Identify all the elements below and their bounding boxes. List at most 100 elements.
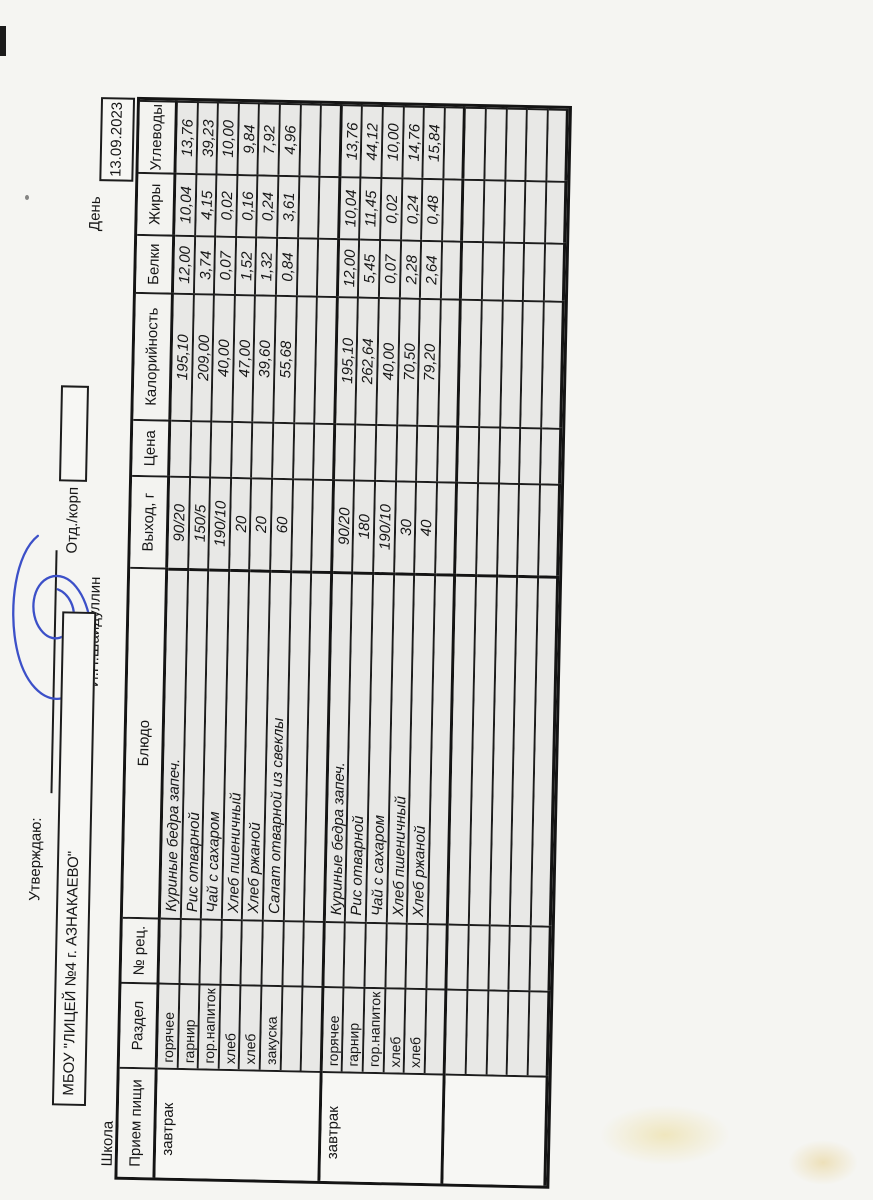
calories-cell [541, 300, 566, 428]
calories-cell [294, 295, 319, 423]
carbs-cell: 9,84 [238, 101, 261, 175]
section-cell: гарнир [343, 986, 366, 1072]
calories-cell: 39,60 [253, 294, 277, 422]
fat-cell: 3,61 [278, 174, 301, 238]
section-cell [301, 985, 325, 1071]
column-header: Выход, г [130, 474, 171, 568]
recipe-no-cell [447, 923, 470, 989]
price-cell [520, 426, 542, 484]
price-cell [273, 421, 295, 479]
carbs-cell [547, 108, 570, 181]
meal-cell: завтрак [155, 1067, 323, 1181]
calories-cell [500, 299, 524, 427]
calories-cell [438, 298, 463, 426]
output-cell: 20 [250, 477, 274, 570]
fat-cell: 0,16 [236, 173, 259, 237]
output-cell: 60 [271, 477, 294, 571]
fat-cell [298, 175, 321, 238]
carbs-cell [526, 108, 549, 181]
carbs-cell: 13,76 [341, 104, 364, 177]
recipe-no-cell [159, 917, 182, 983]
recipe-no-cell [303, 920, 326, 986]
calories-cell [459, 298, 483, 427]
price-cell [437, 425, 460, 482]
fat-cell: 0,24 [401, 177, 424, 240]
output-cell [518, 482, 541, 576]
carbs-cell: 15,84 [423, 105, 446, 179]
protein-cell [482, 241, 505, 300]
price-cell [458, 425, 481, 483]
carbs-cell [485, 107, 508, 180]
output-cell: 20 [229, 476, 253, 570]
recipe-no-cell [365, 921, 388, 988]
scan-artifact-dot [25, 195, 29, 200]
output-cell [291, 478, 315, 571]
output-cell: 90/20 [332, 479, 356, 572]
recipe-no-cell [324, 920, 347, 987]
output-cell: 190/10 [209, 476, 232, 569]
price-cell [170, 419, 192, 477]
fat-cell: 11,45 [360, 176, 383, 239]
section-cell: гарнир [178, 982, 201, 1069]
calories-cell: 195,10 [171, 292, 195, 421]
output-cell: 150/5 [188, 476, 212, 569]
output-cell [497, 482, 521, 575]
carbs-cell: 13,76 [176, 100, 199, 174]
calories-cell: 47,00 [233, 293, 257, 422]
column-header: Прием пищи [117, 1066, 158, 1178]
price-cell [314, 422, 337, 480]
section-cell [528, 990, 551, 1076]
protein-cell: 0,07 [379, 238, 402, 298]
protein-cell [441, 240, 464, 299]
dept-value-box [59, 385, 90, 482]
column-header: Белки [135, 233, 176, 293]
carbs-cell: 4,96 [279, 102, 302, 176]
price-cell [396, 424, 419, 481]
recipe-no-cell [427, 923, 450, 989]
output-cell [538, 483, 562, 576]
output-cell [312, 478, 335, 572]
fat-cell: 4,15 [195, 173, 218, 236]
protein-cell: 3,74 [194, 235, 217, 294]
calories-cell [315, 295, 339, 424]
section-cell: хлеб [384, 987, 407, 1073]
protein-cell: 5,45 [359, 238, 382, 297]
protein-cell [462, 240, 485, 300]
section-cell: хлеб [404, 987, 428, 1074]
carbs-cell: 14,76 [402, 105, 426, 178]
column-header: Углеводы [138, 99, 179, 173]
approve-label: Утверждаю: [26, 817, 45, 902]
recipe-no-cell [241, 919, 264, 985]
price-cell [499, 426, 522, 483]
section-cell: хлеб [219, 983, 242, 1070]
carbs-cell [444, 106, 467, 179]
date-box: 13.09.2023 [99, 97, 136, 182]
section-cell: гор.напиток [363, 986, 387, 1073]
recipe-no-cell [488, 924, 511, 990]
protein-cell: 1,32 [256, 236, 279, 295]
output-cell: 30 [394, 480, 418, 573]
price-cell [355, 423, 378, 480]
carbs-cell: 7,92 [258, 102, 281, 175]
price-cell [252, 421, 275, 478]
recipe-no-cell [283, 920, 306, 986]
carbs-cell: 44,12 [361, 104, 384, 177]
calories-cell [480, 299, 504, 427]
meal-cell: завтрак [320, 1070, 446, 1184]
protein-cell: 12,00 [173, 234, 196, 294]
carbs-cell: 39,23 [197, 101, 220, 174]
scan-artifact-mark [0, 26, 6, 56]
recipe-no-cell [530, 925, 553, 991]
column-header: Калорийность [133, 291, 174, 420]
fat-cell [463, 178, 486, 242]
recipe-no-cell [262, 919, 285, 986]
calories-cell: 209,00 [191, 293, 216, 421]
protein-cell: 1,52 [235, 235, 258, 295]
price-cell [190, 420, 213, 477]
section-cell [466, 988, 489, 1075]
output-cell: 40 [415, 480, 438, 574]
calories-cell: 195,10 [336, 296, 360, 424]
output-cell: 180 [353, 479, 377, 572]
